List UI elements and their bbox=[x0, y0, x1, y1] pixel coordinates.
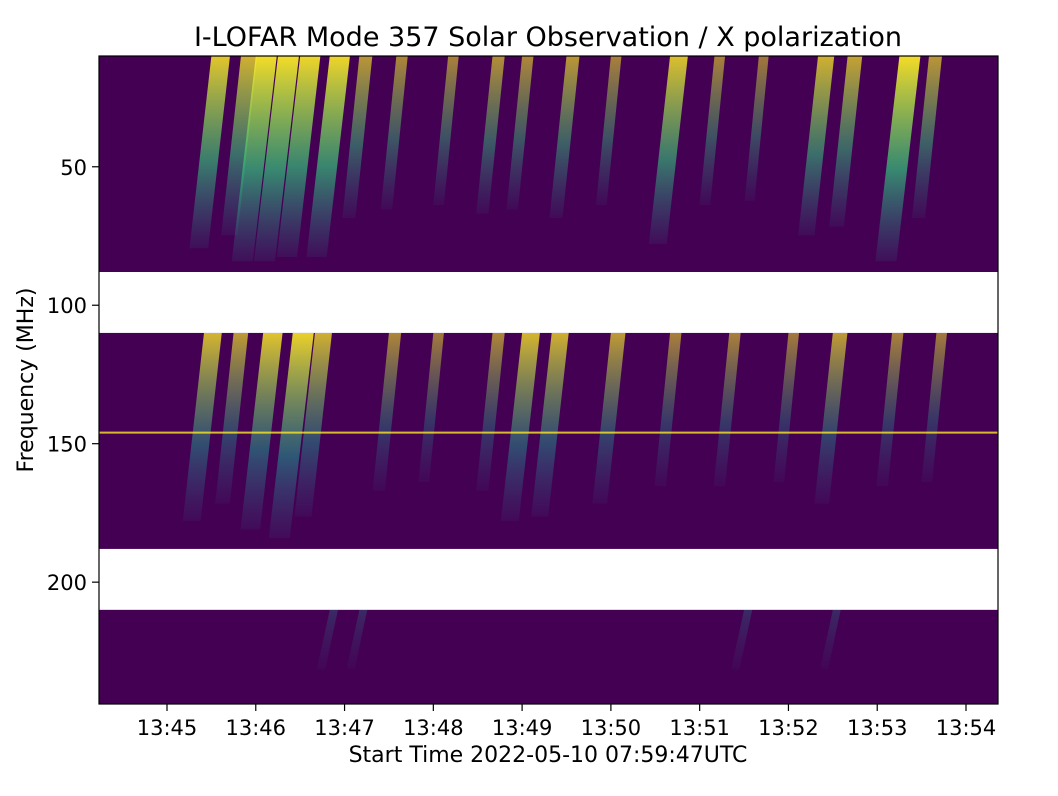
y-tick-label: 100 bbox=[47, 294, 87, 318]
x-axis: 13:45 13:46 13:47 13:48 13:49 13:50 13:51 13:52… bbox=[137, 704, 997, 740]
x-tick-label: 13:46 bbox=[226, 716, 287, 740]
chart-title: I-LOFAR Mode 357 Solar Observation / X p… bbox=[194, 22, 902, 53]
burst-mark bbox=[231, 56, 277, 262]
y-axis: 50 100 150 200 bbox=[47, 156, 99, 595]
burst-mark bbox=[276, 56, 321, 257]
band-gap bbox=[99, 548, 998, 610]
burst-mark bbox=[531, 332, 569, 517]
burst-mark bbox=[476, 56, 505, 214]
burst-mark bbox=[253, 56, 299, 262]
y-tick-label: 200 bbox=[47, 571, 87, 595]
x-tick-label: 13:45 bbox=[137, 716, 198, 740]
burst-mark bbox=[306, 56, 350, 257]
burst-mark bbox=[829, 56, 863, 227]
burst-mark bbox=[380, 56, 408, 210]
burst-mark bbox=[814, 332, 848, 504]
plot-frame bbox=[98, 55, 999, 705]
x-axis-label: Start Time 2022-05-10 07:59:47UTC bbox=[349, 743, 748, 768]
burst-mark bbox=[654, 332, 682, 487]
x-tick-label: 13:51 bbox=[669, 716, 730, 740]
burst-mark bbox=[798, 56, 835, 236]
burst-mark bbox=[433, 56, 459, 206]
burst-mark bbox=[418, 332, 444, 482]
band-2 bbox=[99, 609, 998, 704]
burst-mark bbox=[820, 609, 841, 669]
band-1 bbox=[99, 332, 998, 549]
burst-mark bbox=[912, 56, 943, 218]
burst-mark bbox=[699, 56, 726, 206]
rfi-line bbox=[99, 431, 998, 434]
bands-layer bbox=[99, 56, 998, 704]
burst-mark bbox=[316, 609, 338, 670]
x-tick-label: 13:47 bbox=[314, 716, 375, 740]
gaps-layer bbox=[99, 272, 998, 610]
band-gap bbox=[99, 272, 998, 333]
burst-mark bbox=[500, 332, 540, 521]
burst-mark bbox=[294, 332, 332, 517]
burst-mark bbox=[595, 56, 622, 206]
burst-mark bbox=[875, 56, 921, 262]
burst-mark bbox=[189, 56, 230, 249]
burst-mark bbox=[268, 332, 314, 539]
y-axis-label: Frequency (MHz) bbox=[14, 288, 39, 473]
burst-mark bbox=[182, 332, 222, 521]
burst-mark bbox=[342, 56, 373, 218]
burst-mark bbox=[476, 332, 505, 491]
burst-mark bbox=[221, 56, 258, 236]
x-tick-label: 13:53 bbox=[847, 716, 908, 740]
burst-mark bbox=[372, 332, 402, 491]
burst-mark bbox=[648, 56, 688, 244]
x-tick-label: 13:52 bbox=[758, 716, 819, 740]
burst-mark bbox=[876, 332, 904, 487]
burst-mark bbox=[731, 609, 753, 670]
x-tick-label: 13:48 bbox=[403, 716, 464, 740]
y-tick-label: 50 bbox=[60, 156, 87, 180]
band-background bbox=[99, 609, 998, 704]
burst-mark bbox=[744, 56, 769, 201]
burst-mark bbox=[773, 332, 800, 482]
burst-mark bbox=[921, 332, 948, 482]
burst-mark bbox=[346, 609, 368, 669]
burst-mark bbox=[240, 332, 283, 530]
burst-mark bbox=[713, 332, 741, 487]
x-tick-label: 13:54 bbox=[936, 716, 997, 740]
y-tick-label: 150 bbox=[47, 433, 87, 457]
x-tick-label: 13:49 bbox=[492, 716, 553, 740]
burst-mark bbox=[592, 332, 626, 504]
burst-mark bbox=[506, 56, 534, 210]
x-tick-label: 13:50 bbox=[581, 716, 642, 740]
band-0 bbox=[99, 56, 998, 272]
burst-mark bbox=[215, 332, 249, 504]
plot-area bbox=[99, 56, 998, 704]
burst-mark bbox=[549, 56, 580, 218]
